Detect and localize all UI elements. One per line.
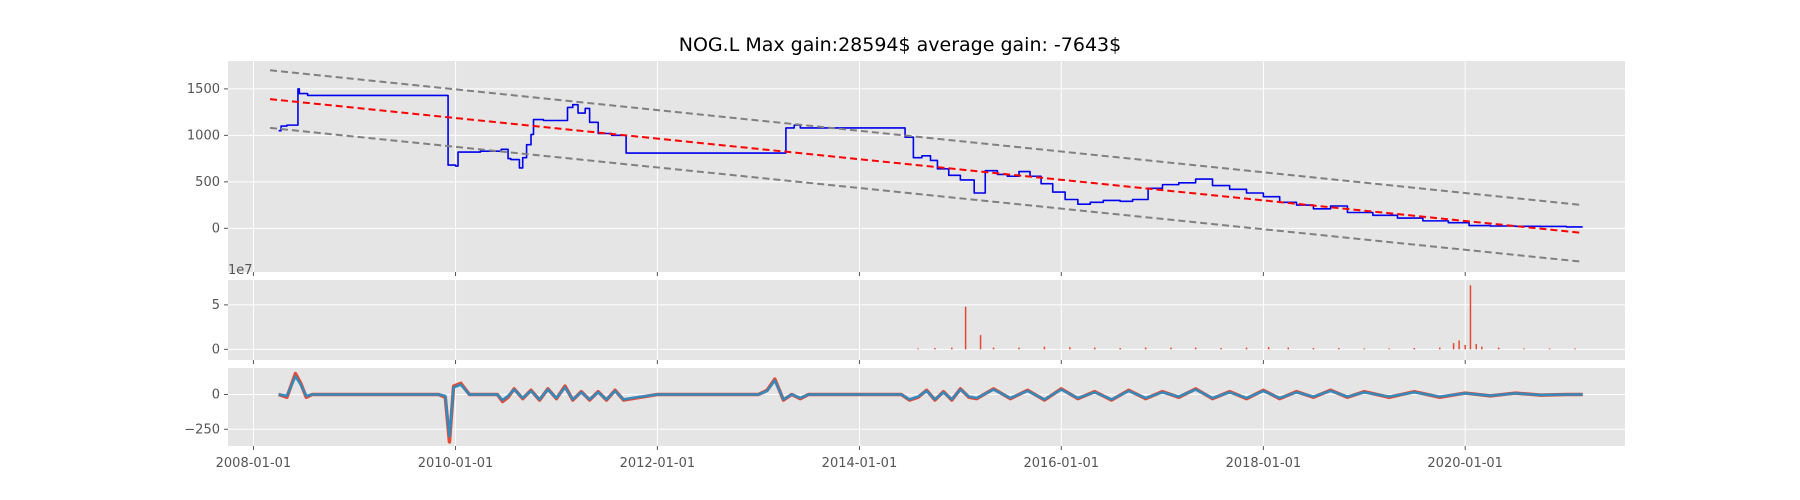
volume-bar [1497,347,1500,350]
volume-bar [1170,347,1172,350]
volume-bar [1548,348,1551,350]
volume-bar [934,348,936,350]
oscillator-panel: −250 0 2008-01-01 2010-01-01 2012-01-01 2014-… [184,368,1625,471]
volume-bar [1069,347,1071,350]
volume-bar [951,347,953,350]
x-tick-label: 2014-01-01 [822,456,898,471]
volume-bar [1458,340,1460,350]
x-tick-label: 2012-01-01 [620,456,696,471]
y-tick-label: 0 [212,387,220,402]
volume-bar [917,348,919,350]
x-tick-label: 2016-01-01 [1023,456,1099,471]
volume-bar [964,306,967,350]
volume-bar [1119,348,1121,350]
volume-bar [1194,347,1197,350]
price-panel: 0 500 1000 1500 [187,61,1625,276]
volume-bar [1287,347,1290,350]
y-tick-label: −250 [184,422,220,437]
volume-bar [1481,346,1483,350]
oscillator-series-line [278,375,1583,438]
plot-background [228,368,1625,446]
volume-bar [1439,347,1441,350]
chart-title: NOG.L Max gain:28594$ average gain: -764… [679,34,1121,56]
volume-bar [1093,347,1096,350]
volume-bar [1475,344,1478,350]
plot-background [228,61,1625,272]
x-tick-label: 2010-01-01 [418,456,494,471]
y-tick-label: 0 [212,342,220,357]
x-tick-label: 2020-01-01 [1427,456,1503,471]
volume-bar [1043,346,1046,350]
plot-area [278,371,1583,444]
volume-bar [1018,347,1020,350]
volume-bar [1413,348,1416,350]
volume-bar [1220,348,1222,350]
volume-bar [992,347,995,350]
y-tick-label: 5 [212,298,220,313]
volume-bar [1464,344,1466,350]
volume-bar [1523,348,1525,350]
volume-bar [1338,348,1340,350]
plot-area [269,69,1583,263]
volume-bar [1574,348,1576,350]
x-tick-label: 2008-01-01 [216,456,292,471]
volume-bar [1144,347,1147,350]
y-tick-label: 500 [195,175,220,190]
plot-background [228,280,1625,360]
volume-bar [1267,347,1270,350]
price-series-line [278,88,1583,228]
y-tick-label: 1000 [187,128,220,143]
x-tick-label: 2018-01-01 [1226,456,1302,471]
plot-area [917,285,1576,350]
volume-bar [979,335,982,350]
volume-bar [1388,348,1390,350]
volume-panel: 0 5 1e7 [212,263,1625,364]
volume-bar [1363,348,1366,350]
y-tick-label: 1500 [187,82,220,97]
volume-bar [1312,348,1315,350]
volume-bar [1245,347,1248,350]
y-tick-label: 0 [212,221,220,236]
scale-offset-label: 1e7 [228,263,253,278]
volume-bar [1452,343,1455,350]
volume-bar [1469,285,1472,350]
